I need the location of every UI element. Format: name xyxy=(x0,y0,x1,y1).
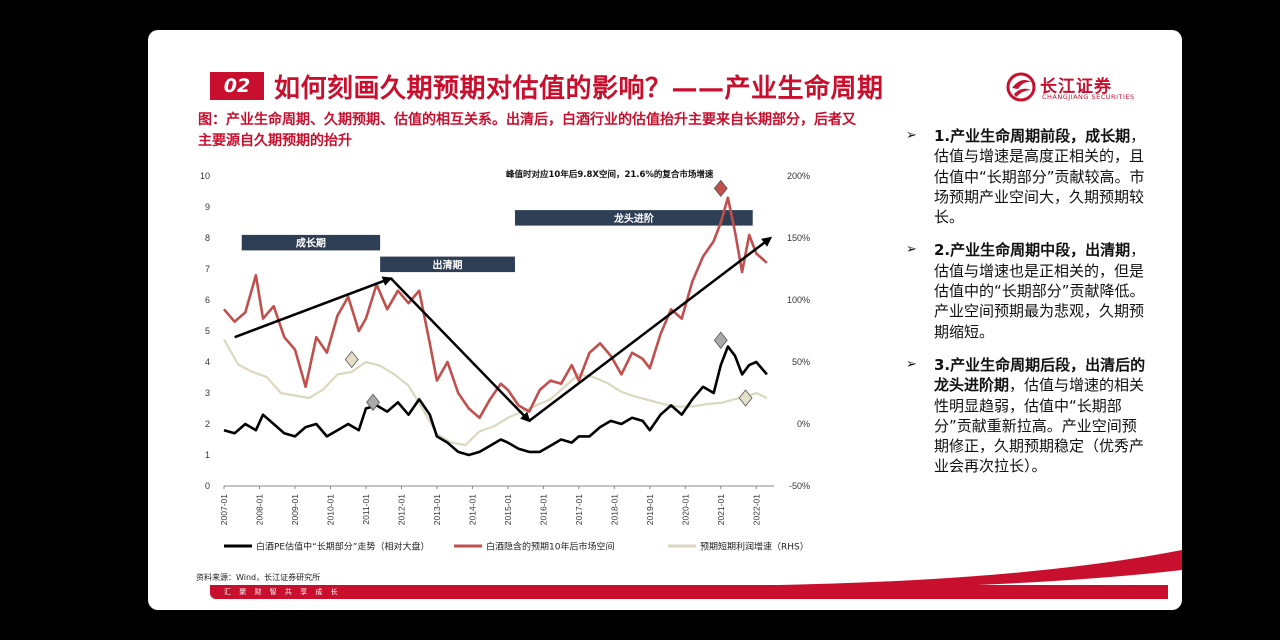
x-tick-label: 2022-01 xyxy=(751,494,761,525)
bullet-heading: 2.产业生命周期中段，出清期 xyxy=(934,241,1131,260)
y-left-tick-label: 8 xyxy=(205,233,210,243)
phase-label: 出清期 xyxy=(433,258,463,271)
phase-box xyxy=(241,234,381,251)
x-tick-label: 2015-01 xyxy=(503,494,513,525)
y-right-tick-label: 150% xyxy=(787,233,810,243)
x-tick-label: 2019-01 xyxy=(645,494,655,525)
y-right-tick-label: 0% xyxy=(797,419,810,429)
page-title: 如何刻画久期预期对估值的影响？——产业生命周期 xyxy=(274,74,884,104)
x-tick-label: 2007-01 xyxy=(219,494,229,525)
arrow-bullet-icon: ➢ xyxy=(906,242,917,258)
series-market-space-line xyxy=(223,196,768,420)
y-left-tick-label: 5 xyxy=(205,326,210,336)
peak-marker xyxy=(738,389,753,407)
peak-annotation: 峰值时对应10年后9.8X空间，21.6%的复合市场增速 xyxy=(506,169,714,180)
x-tick-label: 2010-01 xyxy=(325,494,335,525)
logo-name: 长江证券 xyxy=(1040,77,1112,97)
bullet-heading: 1.产业生命周期前段，成长期 xyxy=(934,127,1131,145)
x-tick-label: 2017-01 xyxy=(574,494,584,525)
phase-label: 龙头进阶 xyxy=(613,212,655,225)
x-tick-label: 2008-01 xyxy=(254,494,264,525)
series-long-term-pe-line xyxy=(223,345,768,457)
phase-box xyxy=(380,256,515,273)
bullet-list: ➢ 1.产业生命周期前段，成长期，估值与增速是高度正相关的，且估值中“长期部分”… xyxy=(906,126,1146,490)
bullet-heading: 3.产业生命周期后段，出清后的龙头进阶期 xyxy=(934,355,1146,395)
bullet-clearing-stage: ➢ 2.产业生命周期中段，出清期，估值与增速也是正相关的，但是估值中的“长期部分… xyxy=(906,240,1146,341)
y-right-tick-label: 200% xyxy=(787,171,810,181)
y-left-tick-label: 9 xyxy=(205,202,210,212)
logo-english: CHANGJIANG SECURITIES xyxy=(1042,93,1135,101)
logo-emblem-icon xyxy=(1006,72,1036,102)
y-left-tick-label: 6 xyxy=(205,295,210,305)
legend-label: 白酒隐含的预期10年后市场空间 xyxy=(486,541,614,553)
bullet-text: ，估值与增速也是正相关的，但是估值中的“长期部分”贡献降低。产业空间预期最为悲观… xyxy=(934,241,1146,341)
slide: 02 如何刻画久期预期对估值的影响？——产业生命周期 长江证券 CHANGJIA… xyxy=(148,30,1182,610)
x-tick-label: 2016-01 xyxy=(538,494,548,525)
y-left-tick-label: 7 xyxy=(205,264,210,274)
y-left-tick-label: 10 xyxy=(200,171,210,181)
x-tick-label: 2018-01 xyxy=(609,494,619,525)
bullet-growth-stage: ➢ 1.产业生命周期前段，成长期，估值与增速是高度正相关的，且估值中“长期部分”… xyxy=(906,126,1146,227)
x-tick-label: 2014-01 xyxy=(467,494,477,525)
footer-bar: 汇 聚 财 智 共 享 成 长 xyxy=(210,585,1168,599)
lifecycle-chart: 0 1 2 3 4 5 6 7 8 9 10 -50% 0% 50% 100% 150% 200% 2007-01… xyxy=(200,169,810,553)
arrow-bullet-icon: ➢ xyxy=(906,356,917,372)
x-tick-label: 2011-01 xyxy=(361,494,371,525)
peak-marker xyxy=(366,393,380,411)
bullet-leader-stage: ➢ 3.产业生命周期后段，出清后的龙头进阶期，估值与增速的相关性明显趋弱，估值中… xyxy=(906,355,1146,477)
source-note: 资料来源：Wind，长江证券研究所 xyxy=(196,573,321,582)
y-left-tick-label: 0 xyxy=(205,481,210,491)
x-tick-label: 2013-01 xyxy=(432,494,442,525)
arrow-bullet-icon: ➢ xyxy=(906,128,917,143)
series-profit-growth-line xyxy=(223,339,768,447)
y-left-tick-label: 1 xyxy=(205,450,210,460)
bullet-text: ，估值与增速是高度正相关的，且估值中“长期部分”贡献较高。市场预期产业空间大，久… xyxy=(934,127,1146,227)
y-right-tick-label: -50% xyxy=(789,481,810,491)
phase-box xyxy=(514,210,753,226)
x-tick-label: 2020-01 xyxy=(680,494,690,525)
footer-swoosh xyxy=(708,550,1182,590)
bullet-text: ，估值与增速的相关性明显趋弱，估值中“长期部分”贡献重新拉高。产业空间预期修正，… xyxy=(934,376,1145,476)
x-tick-label: 2012-01 xyxy=(396,494,406,525)
x-tick-label: 2009-01 xyxy=(290,494,300,525)
y-right-tick-label: 100% xyxy=(787,295,810,305)
peak-marker xyxy=(713,179,728,198)
y-left-tick-label: 4 xyxy=(205,357,210,367)
y-left-tick-label: 2 xyxy=(205,419,210,429)
phase-label: 成长期 xyxy=(296,237,326,250)
company-logo: 长江证券 CHANGJIANG SECURITIES xyxy=(1006,70,1136,104)
figure-caption: 图：产业生命周期、久期预期、估值的相互关系。出清后，白酒行业的估值抬升主要来自长… xyxy=(198,112,856,149)
x-tick-label: 2021-01 xyxy=(716,494,726,525)
section-number-badge: 02 xyxy=(210,72,264,100)
trend-arrow xyxy=(528,236,773,422)
legend-label: 预期短期利润增速（RHS） xyxy=(700,541,809,553)
trend-arrow xyxy=(389,277,531,423)
trend-arrow xyxy=(234,276,393,339)
footer-motto: 汇 聚 财 智 共 享 成 长 xyxy=(224,588,341,596)
y-right-tick-label: 50% xyxy=(792,357,810,367)
legend-label: 白酒PE估值中“长期部分”走势（相对大盘） xyxy=(256,541,429,553)
peak-marker xyxy=(713,331,728,349)
peak-marker xyxy=(344,350,359,369)
y-left-tick-label: 3 xyxy=(205,388,210,398)
